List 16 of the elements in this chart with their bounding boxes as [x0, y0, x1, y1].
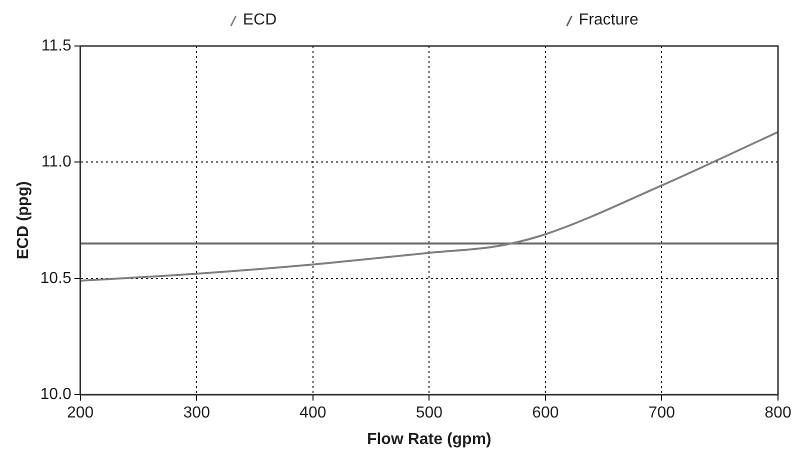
x-tick-label: 500 [416, 404, 443, 422]
x-tick-label: 400 [300, 404, 326, 422]
y-tick-label: 10.5 [40, 270, 72, 287]
x-axis-title: Flow Rate (gpm) [366, 430, 492, 448]
y-tick-label: 10.0 [40, 386, 72, 404]
x-tick-label: 200 [66, 404, 94, 422]
x-tick-label: 800 [764, 404, 792, 422]
legend-label: ECD [242, 11, 277, 28]
legend-label: Fracture [578, 11, 638, 28]
y-axis-title: ECD (ppg) [15, 181, 32, 260]
y-tick-label: 11.0 [41, 154, 72, 171]
line-series [80, 130, 778, 282]
x-tick-label: 700 [648, 404, 676, 422]
x-tick-label: 600 [532, 404, 559, 422]
y-tick-label: 11.5 [41, 37, 72, 54]
x-tick-label: 300 [183, 404, 210, 422]
